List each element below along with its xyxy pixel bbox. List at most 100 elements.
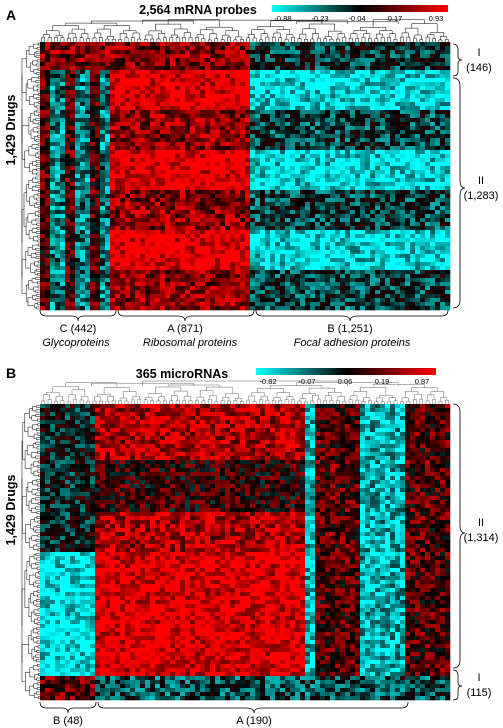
panel-a-heatmap-cell <box>310 234 316 239</box>
panel-a-heatmap-cell <box>105 90 111 95</box>
panel-a-heatmap-cell <box>180 78 186 83</box>
panel-a-heatmap-cell <box>260 238 266 243</box>
panel-a-heatmap-cell <box>95 178 101 183</box>
panel-a-heatmap-cell <box>320 222 326 227</box>
panel-a-heatmap-cell <box>145 122 151 127</box>
panel-a-heatmap-cell <box>290 226 296 231</box>
panel-a-heatmap-cell <box>90 94 96 99</box>
panel-a-heatmap-cell <box>200 110 206 115</box>
panel-a-heatmap-cell <box>230 98 236 103</box>
panel-a-heatmap-cell <box>100 90 106 95</box>
panel-a-heatmap-cell <box>340 258 346 263</box>
panel-a-heatmap-cell <box>40 250 46 255</box>
panel-a-heatmap-cell <box>300 118 306 123</box>
panel-a-heatmap-cell <box>155 118 161 123</box>
panel-a-heatmap-cell <box>80 186 86 191</box>
panel-a-heatmap-cell <box>110 62 116 67</box>
panel-a-heatmap-cell <box>45 158 51 163</box>
panel-a-heatmap-cell <box>435 230 441 235</box>
panel-a-heatmap-cell <box>410 226 416 231</box>
panel-a-heatmap-cell <box>95 234 101 239</box>
panel-a-heatmap-cell <box>410 194 416 199</box>
panel-a-heatmap-cell <box>120 118 126 123</box>
panel-a-heatmap-cell <box>145 234 151 239</box>
panel-a-heatmap-cell <box>350 230 356 235</box>
panel-a-heatmap-cell <box>105 274 111 279</box>
panel-a-heatmap-cell <box>170 94 176 99</box>
panel-a-heatmap-cell <box>220 226 226 231</box>
panel-a-heatmap-cell <box>95 218 101 223</box>
panel-a-heatmap-cell <box>115 102 121 107</box>
panel-a-heatmap-cell <box>340 90 346 95</box>
panel-a-heatmap-cell <box>235 94 241 99</box>
panel-a-heatmap-cell <box>390 250 396 255</box>
panel-a-heatmap-cell <box>420 74 426 79</box>
panel-a-heatmap-cell <box>250 110 256 115</box>
panel-a-heatmap-cell <box>130 98 136 103</box>
panel-a-heatmap-cell <box>300 158 306 163</box>
panel-a-heatmap-cell <box>50 170 56 175</box>
panel-a-heatmap-cell <box>340 206 346 211</box>
panel-a-heatmap-cell <box>325 94 331 99</box>
panel-a-heatmap-cell <box>155 78 161 83</box>
panel-a-heatmap-cell <box>245 134 251 139</box>
panel-a-heatmap-cell <box>240 90 246 95</box>
panel-a-heatmap-cell <box>270 278 276 283</box>
panel-a-heatmap-cell <box>205 214 211 219</box>
panel-a-heatmap-cell <box>180 202 186 207</box>
panel-a-heatmap-cell <box>415 174 421 179</box>
panel-a-heatmap-cell <box>65 110 71 115</box>
panel-a-heatmap-cell <box>400 242 406 247</box>
panel-a-heatmap-cell <box>85 222 91 227</box>
panel-a-heatmap-cell <box>225 198 231 203</box>
panel-a-heatmap-cell <box>190 58 196 63</box>
panel-a-heatmap-cell <box>400 166 406 171</box>
panel-a-heatmap-cell <box>155 174 161 179</box>
panel-a-heatmap-cell <box>160 94 166 99</box>
panel-a-heatmap-cell <box>410 82 416 87</box>
panel-a-heatmap-cell <box>170 74 176 79</box>
panel-a-heatmap-cell <box>225 210 231 215</box>
panel-a-heatmap-cell <box>75 82 81 87</box>
panel-a-heatmap-cell <box>200 74 206 79</box>
panel-a-heatmap-cell <box>305 266 311 271</box>
panel-a-heatmap-cell <box>70 50 76 55</box>
panel-a-heatmap-cell <box>295 202 301 207</box>
panel-a-heatmap-cell <box>395 62 401 67</box>
panel-a-heatmap-cell <box>280 258 286 263</box>
panel-a-heatmap-cell <box>105 106 111 111</box>
panel-a-heatmap-cell <box>115 262 121 267</box>
panel-a-heatmap-cell <box>130 70 136 75</box>
panel-a-heatmap-cell <box>385 186 391 191</box>
panel-a-heatmap-cell <box>205 42 211 47</box>
panel-a-heatmap-cell <box>75 130 81 135</box>
panel-a-heatmap-cell <box>280 82 286 87</box>
panel-a-heatmap-cell <box>240 178 246 183</box>
panel-a-heatmap-cell <box>265 82 271 87</box>
panel-a-heatmap-cell <box>90 278 96 283</box>
panel-a-heatmap-cell <box>75 146 81 151</box>
panel-a-heatmap-cell <box>80 158 86 163</box>
panel-a-heatmap-cell <box>125 174 131 179</box>
panel-a-heatmap-cell <box>290 170 296 175</box>
panel-a-heatmap-cell <box>220 206 226 211</box>
panel-a-heatmap-cell <box>285 186 291 191</box>
panel-a-heatmap-cell <box>45 262 51 267</box>
panel-a-heatmap-cell <box>215 110 221 115</box>
panel-a-heatmap-cell <box>230 202 236 207</box>
panel-a-heatmap-cell <box>305 262 311 267</box>
panel-a-heatmap-cell <box>155 238 161 243</box>
panel-a-heatmap-cell <box>185 194 191 199</box>
panel-a-heatmap-cell <box>280 58 286 63</box>
panel-a-heatmap-cell <box>60 202 66 207</box>
panel-a-heatmap-cell <box>105 118 111 123</box>
panel-a-heatmap-cell <box>145 246 151 251</box>
panel-a-heatmap-cell <box>250 174 256 179</box>
panel-a-heatmap-cell <box>355 174 361 179</box>
panel-a-heatmap-cell <box>220 94 226 99</box>
panel-a-heatmap-cell <box>430 82 436 87</box>
panel-a-heatmap-cell <box>335 258 341 263</box>
panel-a-heatmap-cell <box>100 214 106 219</box>
panel-a-heatmap-cell <box>195 214 201 219</box>
panel-a-heatmap-cell <box>370 150 376 155</box>
